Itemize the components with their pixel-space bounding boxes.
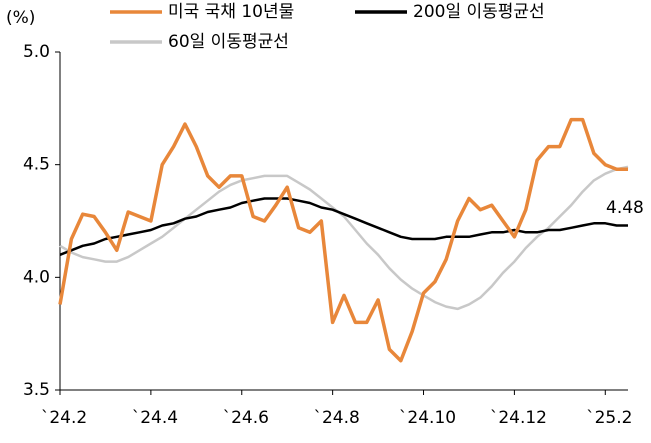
- y-tick-label: 4.5: [23, 155, 50, 175]
- y-axis-label: (%): [6, 8, 35, 28]
- x-tick-label: `24.2: [41, 408, 87, 428]
- series-line: [59, 165, 629, 311]
- legend-label: 200일 이동평균선: [413, 2, 545, 22]
- legend-label: 미국 국채 10년물: [168, 2, 294, 22]
- x-tick-label: `25.2: [586, 408, 632, 428]
- y-tick-label: 5.0: [23, 42, 50, 62]
- legend-label: 60일 이동평균선: [168, 32, 289, 52]
- x-tick-label: `24.8: [313, 408, 359, 428]
- series-line: [59, 197, 628, 256]
- series-line: [58, 117, 628, 363]
- x-tick-label: `24.6: [223, 408, 269, 428]
- x-tick-label: `24.12: [490, 408, 547, 428]
- x-tick-label: `24.4: [132, 408, 178, 428]
- y-tick-label: 3.5: [23, 380, 50, 400]
- annotation: 4.48: [606, 198, 644, 218]
- x-tick-label: `24.10: [399, 408, 456, 428]
- y-tick-label: 4.0: [23, 267, 50, 287]
